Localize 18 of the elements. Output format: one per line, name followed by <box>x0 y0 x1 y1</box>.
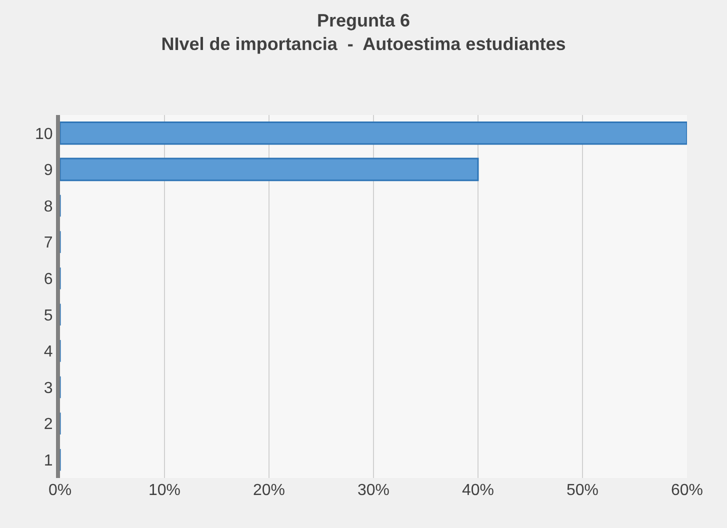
y-tick-label: 1 <box>44 452 53 470</box>
y-tick-label: 2 <box>44 416 53 434</box>
y-tick-label: 4 <box>44 344 53 361</box>
y-tick-label: 6 <box>44 270 53 288</box>
y-tick-label: 9 <box>44 162 53 180</box>
x-tick-label: 50% <box>566 482 599 499</box>
y-tick-label: 8 <box>44 198 53 216</box>
y-tick-label: 10 <box>35 126 53 143</box>
y-tick-label: 7 <box>44 234 53 252</box>
x-tick-label: 0% <box>48 482 72 499</box>
chart-title: Pregunta 6 NIvel de importancia - Autoestima estudiantes <box>161 10 566 54</box>
y-tick-label: 5 <box>44 307 53 324</box>
x-tick-label: 20% <box>252 482 286 499</box>
x-tick-label: 60% <box>670 482 704 499</box>
x-tick-label: 30% <box>357 482 390 499</box>
x-tick-label: 40% <box>462 482 494 499</box>
y-tick-label: 3 <box>44 380 53 397</box>
x-tick-label: 10% <box>148 482 181 499</box>
